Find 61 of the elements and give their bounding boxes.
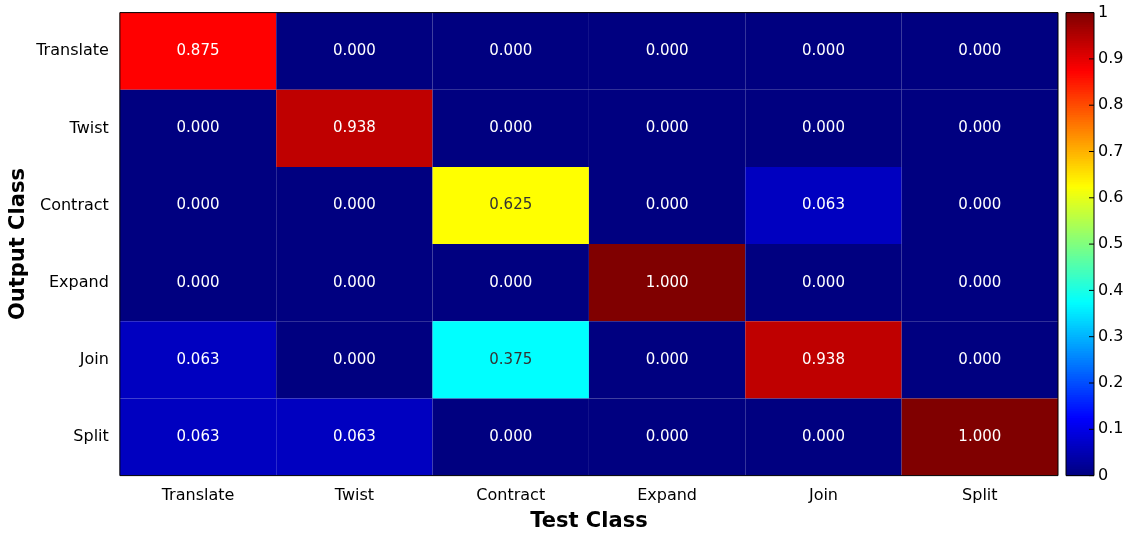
x-tick-label: Expand xyxy=(637,485,698,505)
data-label: 0.000 xyxy=(332,349,376,368)
data-label: 0.000 xyxy=(958,195,1002,214)
x-tick-label: Split xyxy=(962,485,998,505)
color-bar-label: 0.1 xyxy=(1098,418,1124,438)
data-label: 0.063 xyxy=(332,426,376,445)
data-label: 0.000 xyxy=(958,349,1002,368)
color-bar-label: 0.7 xyxy=(1098,140,1124,160)
data-label: 0.938 xyxy=(332,118,376,137)
data-label: 0.000 xyxy=(489,41,533,60)
data-label: 0.000 xyxy=(332,195,376,214)
data-label: 0.000 xyxy=(645,195,689,214)
data-label: 0.000 xyxy=(958,118,1002,137)
y-tick-label: Contract xyxy=(40,194,109,214)
color-bar-label: 0 xyxy=(1098,464,1109,484)
data-label: 0.000 xyxy=(489,272,533,291)
data-label: 0.375 xyxy=(489,349,533,368)
y-tick-label: Expand xyxy=(49,271,109,291)
data-label: 0.000 xyxy=(801,118,845,137)
x-tick-label: Contract xyxy=(476,485,546,505)
data-label: 0.000 xyxy=(332,41,376,60)
x-axis-title: Test Class xyxy=(530,507,648,532)
data-label: 0.625 xyxy=(489,195,533,214)
color-bar-label: 0.4 xyxy=(1098,279,1124,299)
data-label: 1.000 xyxy=(645,272,689,291)
data-label: 0.875 xyxy=(176,41,220,60)
x-tick-label: Twist xyxy=(333,485,375,505)
data-label: 0.000 xyxy=(489,426,533,445)
data-label: 0.000 xyxy=(645,426,689,445)
data-label: 1.000 xyxy=(958,426,1002,445)
data-label: 0.063 xyxy=(176,426,220,445)
data-label: 0.000 xyxy=(645,41,689,60)
data-label: 0.000 xyxy=(332,272,376,291)
color-bar-label: 0.6 xyxy=(1098,186,1124,206)
data-label: 0.000 xyxy=(176,118,220,137)
color-bar-label: 0.8 xyxy=(1098,94,1124,114)
color-bar-label: 0.9 xyxy=(1098,48,1124,68)
data-label: 0.000 xyxy=(176,195,220,214)
data-label: 0.000 xyxy=(958,272,1002,291)
data-label: 0.000 xyxy=(958,41,1002,60)
x-tick-label: Translate xyxy=(160,485,235,505)
data-label: 0.000 xyxy=(801,41,845,60)
y-tick-label: Translate xyxy=(35,40,109,60)
data-label: 0.000 xyxy=(489,118,533,137)
y-tick-label: Split xyxy=(73,426,109,446)
data-label: 0.000 xyxy=(801,426,845,445)
color-bar-label: 0.2 xyxy=(1098,372,1124,392)
y-tick-label: Join xyxy=(78,349,109,369)
data-label: 0.000 xyxy=(645,349,689,368)
data-label: 0.000 xyxy=(801,272,845,291)
color-bar-label: 0.5 xyxy=(1098,233,1124,253)
color-bar-label: 0.3 xyxy=(1098,325,1124,345)
x-tick-label: Join xyxy=(807,485,839,505)
data-label: 0.063 xyxy=(801,195,845,214)
data-label: 0.000 xyxy=(645,118,689,137)
color-bar-label: 1 xyxy=(1098,1,1109,21)
data-label: 0.000 xyxy=(176,272,220,291)
data-label: 0.063 xyxy=(176,349,220,368)
y-axis-title: Output Class xyxy=(5,168,30,321)
y-tick-label: Twist xyxy=(68,117,109,137)
data-label: 0.938 xyxy=(801,349,845,368)
